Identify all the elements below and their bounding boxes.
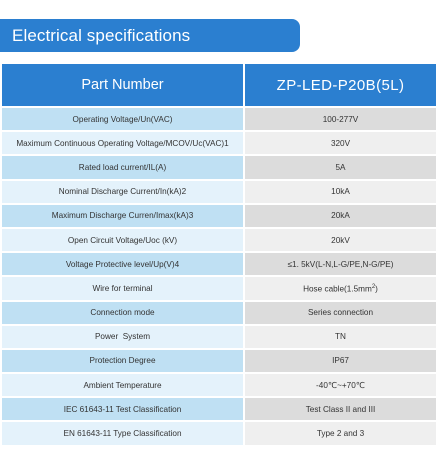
table-row: Protection Degree IP67 [2, 349, 436, 375]
table-row: EN 61643-11 Type Classification Type 2 a… [2, 422, 436, 447]
spec-label: Maximum Discharge Curren/Imax(kA)3 [2, 204, 245, 229]
spec-value: Type 2 and 3 [245, 422, 436, 447]
spec-label: IEC 61643-11 Test Classification [2, 398, 245, 423]
table-row: Ambient Temperature -40℃~+70℃ [2, 374, 436, 399]
spec-value: -40℃~+70℃ [245, 374, 436, 399]
table-row: Connection mode Series connection [2, 301, 436, 326]
spec-label: Voltage Protective level/Up(V)4 [2, 253, 245, 278]
spec-value: Series connection [245, 301, 436, 326]
spec-value-suffix: ) [375, 284, 378, 294]
spec-label: Nominal Discharge Current/In(kA)2 [2, 180, 245, 205]
spec-value: TN [245, 325, 436, 350]
table-row: IEC 61643-11 Test Classification Test Cl… [2, 398, 436, 423]
table-row: Nominal Discharge Current/In(kA)2 10kA [2, 180, 436, 205]
table-row: Rated load current/IL(A) 5A [2, 156, 436, 181]
spec-value: Test Class II and III [245, 398, 436, 423]
table-row: Maximum Continuous Operating Voltage/MCO… [2, 132, 436, 157]
spec-value: 5A [245, 156, 436, 181]
spec-value: IP67 [245, 349, 436, 375]
spec-label: Connection mode [2, 301, 245, 326]
spec-value: 320V [245, 132, 436, 157]
table-header-row: Part Number ZP-LED-P20B(5L) [2, 64, 436, 108]
spec-label: Power System [2, 325, 245, 350]
table-row: Voltage Protective level/Up(V)4 ≤1. 5kV(… [2, 253, 436, 278]
table-row: Open Circuit Voltage/Uoc (kV) 20kV [2, 228, 436, 254]
header-label: Part Number [2, 64, 245, 108]
table-row: Operating Voltage/Un(VAC) 100-277V [2, 108, 436, 133]
section-title: Electrical specifications [0, 19, 300, 52]
spec-label: Ambient Temperature [2, 374, 245, 399]
spec-value-text: Hose cable(1.5mm [303, 284, 372, 294]
spec-value: 100-277V [245, 108, 436, 133]
spec-label: Maximum Continuous Operating Voltage/MCO… [2, 132, 245, 157]
specifications-table: Part Number ZP-LED-P20B(5L) Operating Vo… [2, 64, 436, 447]
spec-label: Wire for terminal [2, 277, 245, 302]
spec-value: 20kA [245, 204, 436, 229]
spec-label: EN 61643-11 Type Classification [2, 422, 245, 447]
spec-label: Protection Degree [2, 349, 245, 375]
spec-label: Rated load current/IL(A) [2, 156, 245, 181]
spec-label: Open Circuit Voltage/Uoc (kV) [2, 228, 245, 254]
table-row: Power System TN [2, 325, 436, 350]
spec-value: 20kV [245, 228, 436, 254]
superscript: 2 [371, 283, 376, 290]
spec-label: Operating Voltage/Un(VAC) [2, 108, 245, 133]
spec-value: Hose cable(1.5mm2) [245, 277, 436, 302]
spec-value: ≤1. 5kV(L-N,L-G/PE,N-G/PE) [245, 253, 436, 278]
spec-value: 10kA [245, 180, 436, 205]
table-row: Wire for terminal Hose cable(1.5mm2) [2, 277, 436, 302]
header-value: ZP-LED-P20B(5L) [245, 64, 436, 108]
table-row: Maximum Discharge Curren/Imax(kA)3 20kA [2, 204, 436, 229]
